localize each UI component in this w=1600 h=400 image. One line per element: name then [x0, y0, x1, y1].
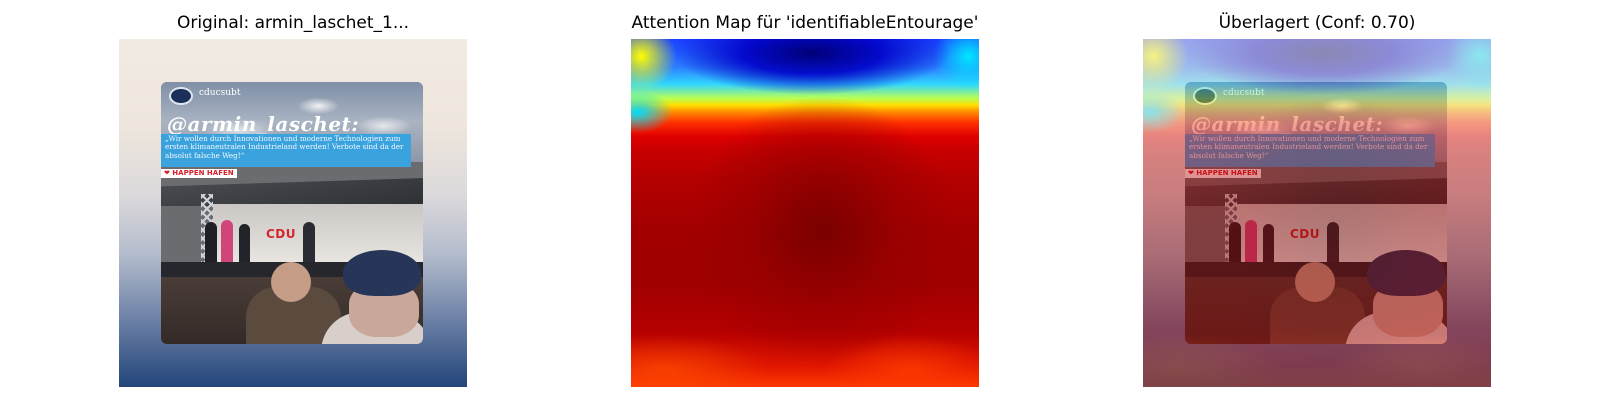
person [239, 224, 250, 264]
audience-head [271, 262, 311, 302]
attention-title: Attention Map für 'identifiableEntourage… [631, 13, 979, 33]
person [221, 220, 233, 264]
person [1327, 222, 1339, 264]
person [1263, 224, 1274, 264]
original-title: Original: armin_laschet_1... [176, 13, 410, 33]
heatmap [631, 39, 979, 387]
overlay-panel: Überlagert (Conf: 0.70) cducsubt @armin_… [1143, 0, 1491, 400]
audience-head [1295, 262, 1335, 302]
quote-box: „Wir wollen durch Innovationen und moder… [1185, 134, 1435, 167]
handle-text: @armin_laschet: [1191, 112, 1384, 136]
story-card: cducsubt @armin_laschet: „Wir wollen dur… [1185, 82, 1447, 344]
heatmap-overlay [1143, 39, 1491, 387]
account-name: cducsubt [1223, 88, 1265, 98]
account-avatar-icon [169, 87, 193, 105]
person [1229, 222, 1241, 264]
hafen-tag: ❤ HAPPEN HAFEN [161, 169, 237, 178]
stage-sign: CDU [266, 227, 297, 241]
overlay-image: cducsubt @armin_laschet: „Wir wollen dur… [1143, 39, 1491, 387]
account-name: cducsubt [199, 88, 241, 98]
attention-panel: Attention Map für 'identifiableEntourage… [631, 0, 979, 400]
overlay-title: Überlagert (Conf: 0.70) [1218, 13, 1416, 33]
cap [343, 250, 421, 296]
person [303, 222, 315, 264]
cap [1367, 250, 1445, 296]
attention-heatmap [631, 39, 979, 387]
original-panel: Original: armin_laschet_1... cducsubt @a… [119, 0, 467, 400]
person [1245, 220, 1257, 264]
handle-text: @armin_laschet: [167, 112, 360, 136]
hafen-tag: ❤ HAPPEN HAFEN [1185, 169, 1261, 178]
person [205, 222, 217, 264]
story-card: cducsubt @armin_laschet: „Wir wollen dur… [161, 82, 423, 344]
stage-sign: CDU [1290, 227, 1321, 241]
quote-box: „Wir wollen durch Innovationen und moder… [161, 134, 411, 167]
account-avatar-icon [1193, 87, 1217, 105]
original-image: cducsubt @armin_laschet: „Wir wollen dur… [119, 39, 467, 387]
